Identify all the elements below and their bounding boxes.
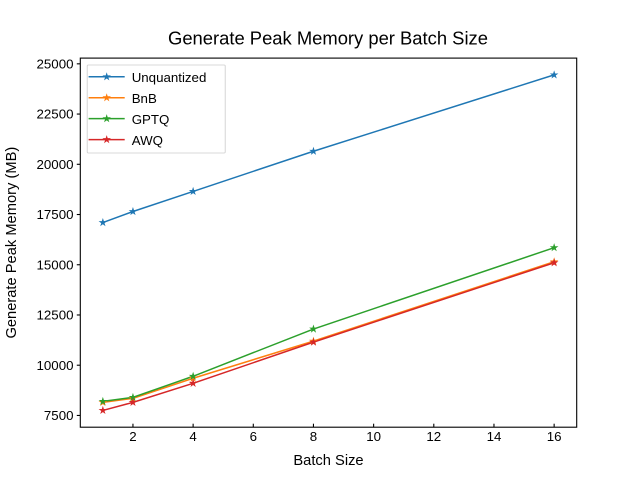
svg-text:20000: 20000 xyxy=(37,157,74,172)
svg-text:12500: 12500 xyxy=(37,308,74,323)
svg-text:10000: 10000 xyxy=(37,358,74,373)
svg-text:Generate Peak Memory per Batch: Generate Peak Memory per Batch Size xyxy=(168,28,488,49)
svg-text:AWQ: AWQ xyxy=(132,133,163,148)
svg-text:4: 4 xyxy=(189,429,196,444)
svg-text:10: 10 xyxy=(366,429,381,444)
svg-text:22500: 22500 xyxy=(37,107,74,122)
svg-text:15000: 15000 xyxy=(37,257,74,272)
svg-text:6: 6 xyxy=(250,429,257,444)
svg-text:8: 8 xyxy=(310,429,317,444)
svg-text:25000: 25000 xyxy=(37,56,74,71)
svg-text:14: 14 xyxy=(487,429,502,444)
svg-text:7500: 7500 xyxy=(44,408,74,423)
svg-text:Batch Size: Batch Size xyxy=(293,453,363,469)
svg-text:17500: 17500 xyxy=(37,207,74,222)
svg-text:Generate Peak Memory (MB): Generate Peak Memory (MB) xyxy=(4,147,20,339)
svg-text:BnB: BnB xyxy=(132,91,157,106)
svg-text:16: 16 xyxy=(547,429,562,444)
svg-text:2: 2 xyxy=(129,429,136,444)
svg-text:12: 12 xyxy=(426,429,441,444)
svg-text:GPTQ: GPTQ xyxy=(132,112,170,127)
svg-text:Unquantized: Unquantized xyxy=(132,70,207,85)
